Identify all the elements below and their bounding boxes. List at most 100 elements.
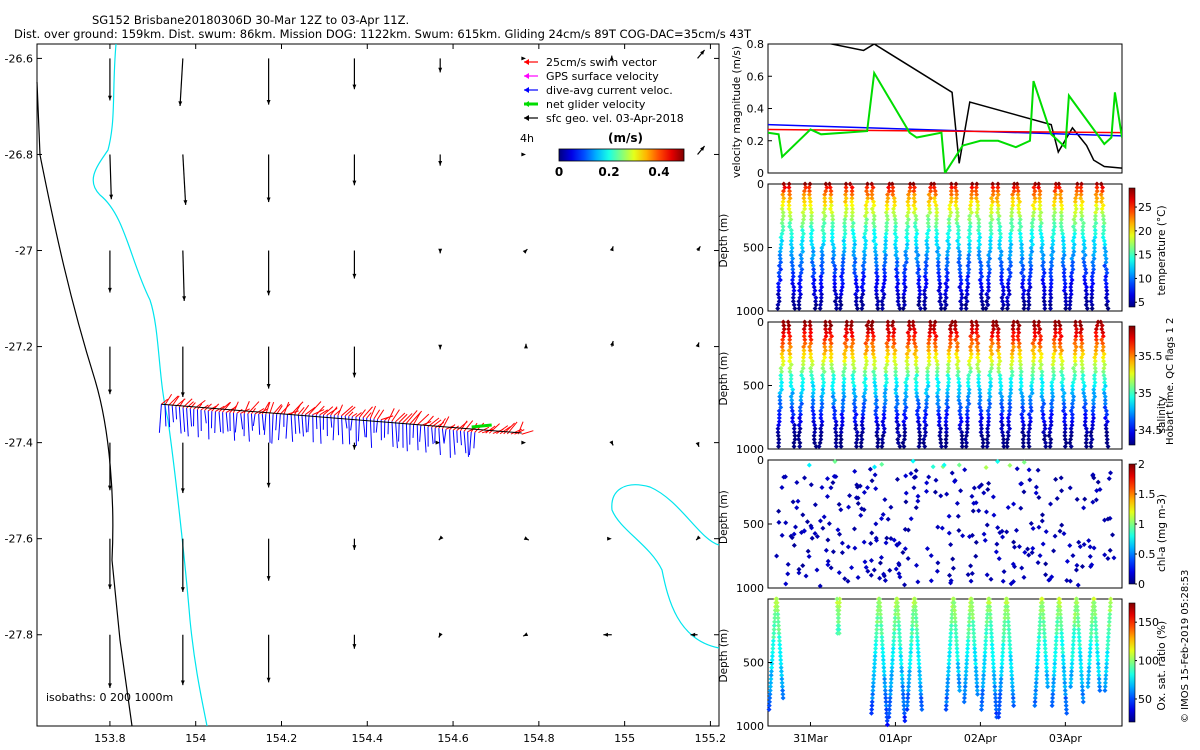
salinity-point (796, 422, 802, 428)
temperature-point (1083, 266, 1089, 272)
temperature-point (830, 217, 836, 223)
geo-velocity-arrowhead (695, 342, 700, 348)
salinity-point (1100, 333, 1106, 339)
temperature-point (883, 252, 889, 258)
salinity-point (990, 319, 996, 325)
oxygen-point (1092, 607, 1098, 613)
temperature-point (911, 195, 917, 201)
oxygen-point (897, 646, 903, 652)
salinity-point (818, 429, 824, 435)
salinity-point (921, 436, 927, 442)
temperature-point (1101, 217, 1107, 223)
salinity-point (1017, 358, 1023, 364)
oxygen-point (1080, 695, 1086, 701)
temperature-point (831, 252, 837, 258)
salinity-point (965, 383, 971, 389)
salinity-point (787, 355, 793, 361)
temperature-point (1061, 273, 1067, 279)
salinity-point (776, 422, 782, 428)
oxygen-point (951, 604, 957, 610)
swim-vector (265, 401, 271, 415)
oxygen-point (890, 657, 896, 663)
oxygen-point (1089, 626, 1094, 632)
salinity-point (989, 340, 995, 346)
salinity-point (1083, 426, 1089, 432)
salinity-point (1083, 440, 1089, 446)
salinity-point (892, 347, 898, 353)
oxygen-point (1052, 661, 1058, 667)
salinity-point (776, 443, 782, 449)
salinity-point (1073, 319, 1079, 325)
oxygen-point (991, 665, 997, 671)
temperature-point (935, 263, 941, 269)
salinity-point (851, 365, 857, 371)
temperature-point (928, 188, 934, 194)
oxygen-point (871, 672, 877, 678)
temperature-point (780, 202, 786, 208)
salinity-point (906, 323, 912, 329)
temperature-point (989, 202, 995, 208)
temperature-point (798, 252, 804, 258)
temperature-point (968, 202, 974, 208)
oxygen-point (901, 710, 907, 716)
salinity-point (1001, 436, 1007, 442)
temperature-point (913, 234, 919, 240)
temperature-point (862, 213, 868, 219)
oxygen-point (877, 604, 883, 610)
map-y-tick-label: -26.8 (5, 148, 33, 161)
temperature-point (1101, 220, 1107, 226)
salinity-point (820, 376, 826, 382)
temperature-point (895, 288, 901, 294)
oxygen-point (912, 604, 918, 610)
oxygen-point (915, 638, 921, 644)
oxygen-point (1070, 653, 1076, 659)
temperature-point (1092, 224, 1098, 230)
salinity-point (850, 372, 856, 378)
temperature-point (904, 256, 910, 262)
salinity-point (1081, 404, 1087, 410)
oxygen-point (1085, 680, 1091, 686)
oxygen-point (987, 607, 993, 613)
oxygen-point (996, 706, 1002, 712)
salinity-point (1007, 397, 1013, 403)
oxygen-point (981, 668, 987, 674)
oxygen-point (777, 642, 783, 648)
temperature-point (853, 273, 859, 279)
geo-velocity-arrow (109, 154, 112, 200)
salinity-point (830, 379, 836, 385)
chlorophyll-point (826, 521, 832, 527)
temperature-point (1100, 224, 1106, 230)
temperature-point (974, 209, 980, 215)
salinity-point (1051, 351, 1057, 357)
temperature-point (860, 302, 866, 308)
oxygen-point (1078, 665, 1084, 671)
oxygen-point (969, 604, 975, 610)
oxygen-point (986, 596, 992, 602)
temperature-point (861, 256, 867, 262)
temperature-point (833, 305, 839, 311)
oxygen-point (1105, 634, 1111, 640)
oxygen-point (1040, 607, 1046, 613)
oxygen-point (965, 634, 971, 640)
salinity-point (1090, 422, 1096, 428)
salinity-point (917, 433, 923, 439)
chlorophyll-point (1010, 561, 1016, 567)
oxygen-point (1077, 646, 1083, 652)
temperature-point (957, 266, 963, 272)
salinity-point (1047, 426, 1053, 432)
salinity-point (913, 358, 919, 364)
oxygen-point (1043, 657, 1049, 663)
salinity-point (948, 330, 954, 336)
salinity-point (839, 419, 845, 425)
oxygen-point (890, 642, 896, 648)
salinity-cbar-label: salinity (1156, 396, 1168, 434)
oxygen-point (918, 691, 924, 697)
temperature-point (894, 256, 900, 262)
chlorophyll-point (928, 553, 934, 559)
temperature-point (1048, 277, 1054, 283)
temperature-point (901, 291, 907, 297)
map-y-tick-label: -27.8 (5, 629, 33, 642)
temperature-point (911, 192, 917, 198)
temperature-point (892, 227, 898, 233)
chlorophyll-point (1021, 459, 1027, 465)
